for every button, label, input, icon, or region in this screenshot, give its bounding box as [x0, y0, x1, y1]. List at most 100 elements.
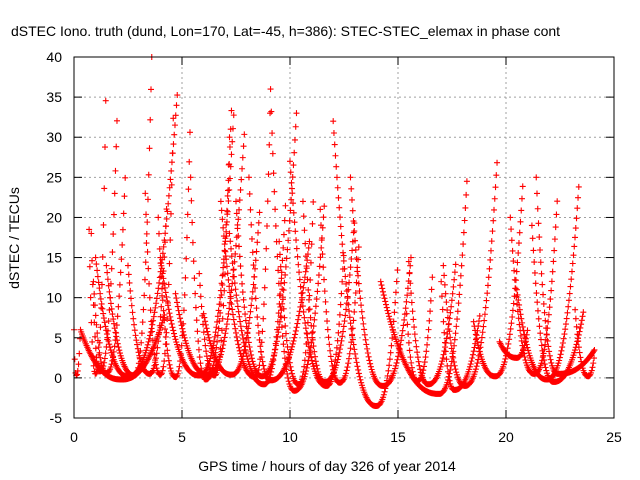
data-point-marker	[100, 221, 107, 228]
data-point-marker	[113, 143, 120, 150]
data-point-marker	[428, 286, 435, 293]
data-point-marker	[246, 343, 253, 350]
data-point-marker	[108, 361, 115, 368]
data-point-marker	[210, 362, 217, 369]
data-point-marker	[242, 311, 249, 318]
data-point-marker	[545, 311, 552, 318]
data-point-marker	[337, 301, 344, 308]
data-point-marker	[490, 217, 497, 224]
data-point-marker	[509, 307, 516, 314]
data-point-marker	[238, 272, 245, 279]
data-point-marker	[276, 251, 283, 258]
data-point-marker	[567, 283, 574, 290]
data-point-marker	[386, 313, 393, 320]
data-point-marker	[249, 288, 256, 295]
data-point-marker	[147, 307, 154, 314]
data-point-marker	[347, 320, 354, 327]
data-point-marker	[388, 342, 395, 349]
data-point-marker	[160, 314, 167, 321]
data-point-marker	[205, 361, 212, 368]
data-point-marker	[216, 353, 223, 360]
data-point-marker	[91, 290, 98, 297]
data-point-marker	[329, 362, 336, 369]
data-point-marker	[340, 323, 347, 330]
data-point-marker	[391, 309, 398, 316]
data-point-marker	[288, 196, 295, 203]
data-point-marker	[275, 329, 282, 336]
data-point-marker	[335, 194, 342, 201]
y-tick-label: 25	[46, 169, 62, 185]
data-point-marker	[302, 268, 309, 275]
data-point-marker	[156, 322, 163, 329]
data-point-marker	[281, 279, 288, 286]
data-point-marker	[287, 158, 293, 165]
data-point-marker	[327, 347, 334, 354]
data-point-marker	[355, 370, 362, 377]
data-point-marker	[239, 154, 246, 161]
data-point-marker	[128, 295, 135, 302]
data-point-marker	[343, 280, 350, 287]
data-point-marker	[519, 319, 526, 326]
data-point-marker	[509, 313, 516, 320]
data-point-marker	[338, 232, 345, 239]
data-point-marker	[250, 281, 257, 288]
data-point-marker	[300, 284, 307, 291]
data-point-marker	[236, 347, 243, 354]
data-point-marker	[219, 281, 226, 288]
data-point-marker	[445, 368, 452, 375]
data-point-marker	[539, 347, 546, 354]
data-point-marker	[116, 347, 123, 354]
data-point-marker	[216, 318, 223, 325]
data-point-marker	[577, 354, 584, 361]
data-point-marker	[475, 342, 482, 349]
data-point-marker	[113, 337, 120, 344]
data-point-marker	[163, 215, 170, 222]
data-point-marker	[218, 327, 225, 334]
data-point-marker	[178, 342, 185, 349]
data-point-marker	[452, 366, 459, 373]
data-point-marker	[511, 267, 518, 274]
data-point-marker	[296, 308, 303, 315]
data-point-marker	[363, 341, 370, 348]
data-point-marker	[303, 368, 310, 375]
data-point-marker	[242, 346, 249, 353]
data-point-marker	[489, 228, 496, 235]
data-point-marker	[342, 312, 349, 319]
data-point-marker	[234, 221, 241, 228]
data-point-marker	[331, 141, 338, 148]
data-point-marker	[306, 347, 313, 354]
data-point-marker	[403, 310, 410, 317]
data-point-marker	[402, 305, 409, 312]
data-point-marker	[289, 190, 296, 197]
data-point-marker	[228, 253, 235, 260]
data-point-marker	[282, 202, 289, 209]
data-point-marker	[291, 149, 298, 156]
data-point-marker	[302, 349, 309, 356]
data-point-marker	[337, 346, 344, 353]
data-point-marker	[164, 302, 171, 309]
data-point-marker	[349, 247, 356, 254]
y-axis-label: dSTEC / TECUs	[6, 187, 22, 289]
data-point-marker	[438, 278, 445, 285]
data-point-marker	[101, 144, 108, 151]
data-point-marker	[148, 318, 155, 325]
data-point-marker	[537, 247, 544, 254]
data-point-marker	[134, 341, 141, 348]
data-point-marker	[311, 348, 318, 355]
data-point-marker	[517, 311, 524, 318]
data-point-marker	[242, 317, 249, 324]
data-point-marker	[213, 344, 220, 351]
data-point-marker	[237, 318, 244, 325]
data-point-marker	[293, 245, 300, 252]
data-point-marker	[515, 297, 522, 304]
data-point-marker	[444, 307, 451, 314]
data-point-marker	[160, 243, 167, 250]
data-point-marker	[355, 244, 362, 251]
data-point-marker	[572, 234, 579, 241]
data-point-marker	[285, 349, 292, 356]
data-point-marker	[355, 366, 362, 373]
data-point-marker	[295, 261, 302, 268]
data-point-marker	[571, 349, 578, 356]
data-point-marker	[103, 331, 110, 338]
data-point-marker	[306, 306, 313, 313]
